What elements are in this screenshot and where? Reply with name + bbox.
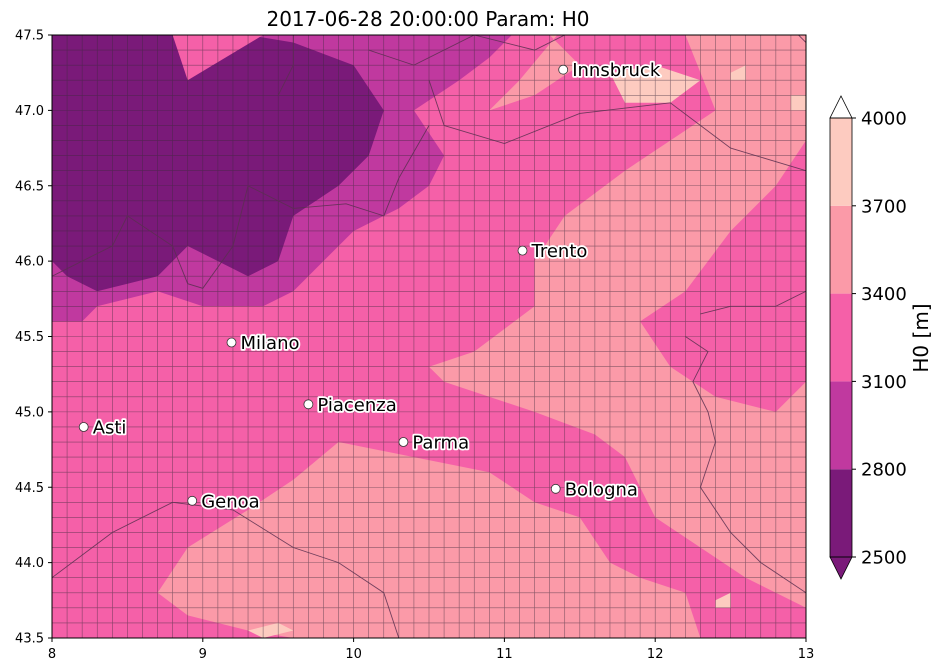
- x-tick-label: 12: [647, 647, 664, 662]
- x-tick-label: 10: [345, 647, 362, 662]
- city-label-milano: Milano: [241, 333, 300, 354]
- colorbar-extend-max: [829, 95, 853, 119]
- colorbar-segment: [830, 118, 852, 206]
- colorbar-tick-label: 3400: [861, 284, 907, 305]
- city-label-parma: Parma: [412, 433, 469, 454]
- y-axis: 43.5 44.0 44.5 45.0 45.5 46.0 46.5 47.0 47.5: [15, 29, 52, 647]
- border-line-7: [700, 290, 806, 315]
- colorbar-tick-label: 2800: [861, 460, 907, 481]
- colorbar-tick-label: 3100: [861, 372, 907, 393]
- border-line-1: [277, 35, 294, 96]
- city-label-piacenza: Piacenza: [317, 395, 396, 416]
- colorbar-label: H0 [m]: [909, 303, 933, 372]
- border-line-5: [685, 336, 806, 594]
- city-marker-parma: [398, 437, 409, 447]
- y-tick-label: 46.0: [15, 255, 44, 270]
- city-marker-trento: [517, 245, 528, 256]
- colorbar-segment: [830, 293, 852, 382]
- heat-region-10: [715, 592, 731, 608]
- border-line-4: [52, 125, 430, 289]
- colorbar-segment: [830, 381, 852, 470]
- y-tick-label: 45.0: [15, 405, 44, 420]
- border-line-2: [368, 35, 806, 66]
- city-marker-asti: [78, 422, 89, 432]
- border-line-3: [428, 80, 806, 172]
- colorbar-segment: [830, 469, 852, 557]
- city-label-trento: Trento: [531, 241, 588, 262]
- colorbar: 2500 2800 3100 3400 3700 4000: [829, 95, 907, 580]
- y-tick-label: 44.5: [15, 481, 44, 496]
- country-borders: [52, 35, 806, 638]
- y-tick-label: 46.5: [15, 179, 44, 194]
- y-tick-label: 43.5: [15, 632, 44, 647]
- city-label-asti: Asti: [93, 418, 127, 439]
- heat-region-8: [790, 95, 806, 111]
- colorbar-tick-label: 3700: [861, 196, 907, 217]
- map-area: Innsbruck Trento Milano Piacenza Asti Parma Bo…: [51, 34, 807, 639]
- colorbar-segment: [830, 205, 852, 294]
- y-tick-label: 47.0: [15, 104, 44, 119]
- grid-lines: [52, 35, 806, 638]
- heat-region-7: [730, 65, 746, 81]
- x-axis: 8 9 10 11 12 13: [48, 638, 814, 662]
- city-marker-genoa: [187, 495, 198, 506]
- x-tick-label: 11: [496, 647, 513, 662]
- model-grid: [52, 35, 806, 638]
- x-tick-label: 13: [798, 647, 815, 662]
- city-marker-milano: [226, 337, 237, 348]
- city-markers: Innsbruck Trento Milano Piacenza Asti Parma Bo…: [78, 58, 663, 514]
- colorbar-tick-label: 2500: [861, 548, 907, 569]
- city-marker-bologna: [550, 483, 561, 494]
- city-label-genoa: Genoa: [201, 491, 259, 512]
- plot-title: 2017-06-28 20:00:00 Param: H0: [266, 7, 589, 31]
- y-tick-label: 47.5: [15, 29, 44, 44]
- heat-region-9: [248, 622, 294, 638]
- city-label-innsbruck: Innsbruck: [572, 60, 661, 81]
- border-line-6: [52, 501, 400, 638]
- city-marker-innsbruck: [558, 64, 569, 75]
- colorbar-tick-label: 4000: [861, 109, 907, 130]
- city-label-bologna: Bologna: [565, 479, 638, 500]
- x-tick-label: 8: [48, 647, 56, 662]
- y-tick-label: 45.5: [15, 330, 44, 345]
- colorbar-frame: [829, 117, 853, 558]
- x-tick-label: 9: [199, 647, 207, 662]
- heat-region-5: [353, 494, 429, 533]
- y-tick-label: 44.0: [15, 556, 44, 571]
- city-marker-piacenza: [303, 399, 314, 410]
- colorbar-extend-min: [829, 556, 853, 580]
